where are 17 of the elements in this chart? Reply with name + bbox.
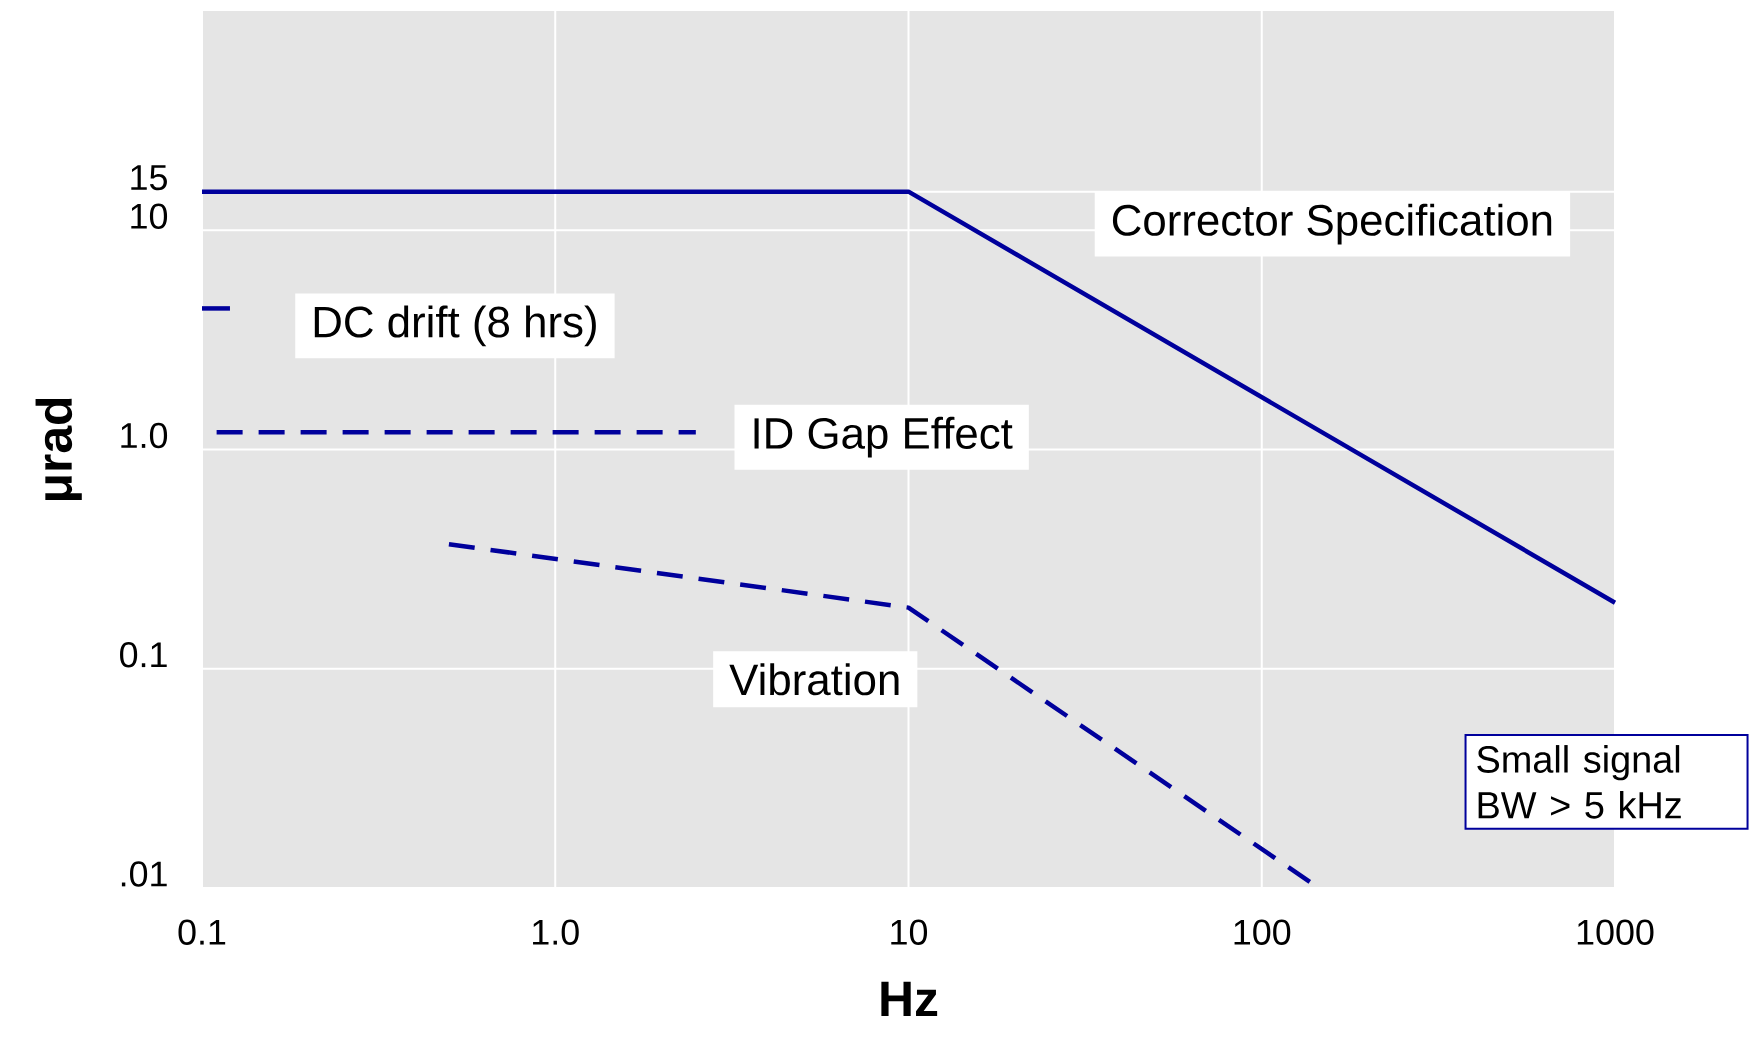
y-tick-label: .01 [121, 861, 167, 887]
series-label: DC drift (8 hrs) [314, 305, 596, 347]
x-tick-label: 100 [1234, 919, 1291, 945]
y-tick-label: 10 [131, 203, 168, 229]
y-tick-label: 0.1 [120, 642, 167, 668]
x-tick-label: 0.1 [178, 919, 226, 945]
y-tick-label: 1.0 [121, 422, 168, 449]
y-axis-title: μrad [35, 398, 82, 500]
x-tick-label: 1.0 [533, 919, 579, 945]
x-tick-label: 10 [891, 919, 928, 945]
x-tick-label: 1000 [1577, 919, 1654, 945]
series-label: ID Gap Effect [754, 416, 1013, 458]
series-label: Corrector Specification [1112, 203, 1552, 245]
x-axis-title: Hz [881, 981, 938, 1017]
series-label: Vibration [729, 663, 899, 696]
annotation: Small signal BW > 5 kHz [1477, 745, 1681, 819]
y-tick-label: 15 [131, 165, 167, 191]
